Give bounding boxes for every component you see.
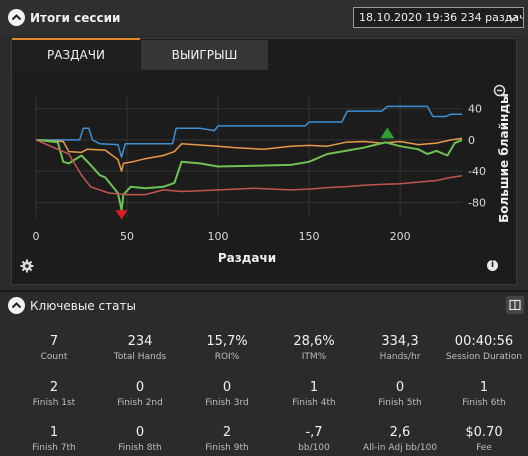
stat-value: 2 (49, 380, 59, 395)
stat-item: 1 Finish 4th (271, 380, 357, 408)
stat-item: 7 Count (11, 334, 97, 362)
stat-label: bb/100 (298, 443, 330, 453)
session-select-value: 18.10.2020 19:36 234 раздач) (359, 11, 524, 24)
x-tick-label: 0 (33, 230, 40, 243)
stat-item: 0 Finish 5th (357, 380, 443, 408)
stat-item: 15,7% ROI% (184, 334, 270, 362)
chevron-up-icon (11, 14, 22, 21)
stat-value: -,7 (305, 425, 323, 440)
stat-label: Finish 6th (462, 398, 506, 408)
stat-label: ITM% (301, 352, 327, 362)
min-marker (115, 210, 128, 220)
stat-item: 28,6% ITM% (271, 334, 357, 362)
y-tick-label: -80 (468, 196, 486, 209)
stat-value: 0 (395, 380, 405, 395)
stat-item: -,7 bb/100 (271, 425, 357, 453)
series-line-3 (35, 139, 463, 196)
layout-toggle-button[interactable] (506, 296, 524, 314)
y-axis-label: Большие блайнды (497, 93, 511, 223)
stat-item: 0 Finish 2nd (97, 380, 183, 408)
series-line-2 (35, 138, 463, 212)
stat-label: Finish 1st (32, 398, 76, 408)
stat-item: 2 Finish 9th (184, 425, 270, 453)
stat-value: 1 (309, 380, 319, 395)
stat-value: 234 (127, 334, 153, 349)
y-tick-label: 40 (468, 103, 482, 116)
y-tick-label: 0 (468, 134, 475, 147)
stat-value: 2,6 (389, 425, 411, 440)
stat-label: Hands/hr (379, 352, 421, 362)
stat-value: $0.70 (465, 425, 503, 440)
stat-item: $0.70 Fee (441, 425, 527, 453)
stat-label: Count (40, 352, 68, 362)
layout-columns-icon (509, 299, 521, 311)
x-tick-label: 200 (390, 230, 411, 243)
stat-value: 28,6% (293, 334, 335, 349)
collapse-key-stats-button[interactable] (8, 297, 25, 314)
stat-item: 334,3 Hands/hr (357, 334, 443, 362)
chevron-down-icon (508, 8, 518, 27)
zoom-out-button[interactable] (493, 84, 509, 104)
stat-value: 00:40:56 (454, 334, 514, 349)
stat-label: Finish 8th (118, 443, 162, 453)
section-divider (0, 290, 528, 292)
stat-label: Finish 3rd (205, 398, 249, 408)
key-stats-title: Ключевые статы (30, 299, 136, 313)
info-icon[interactable]: i (487, 260, 498, 271)
stat-value: 1 (479, 380, 489, 395)
stat-item: 234 Total Hands (97, 334, 183, 362)
session-chart: 0 50 100 150 200 40 0 -40 -80 Раздачи Большие блай… (33, 93, 512, 265)
stat-label: Session Duration (445, 352, 523, 362)
stat-value: 15,7% (206, 334, 248, 349)
x-tick-label: 150 (299, 230, 320, 243)
chevron-up-icon (11, 302, 22, 309)
max-marker (380, 127, 395, 139)
tab-winnings[interactable]: ВЫИГРЫШ (141, 40, 268, 70)
stat-item: 1 Finish 7th (11, 425, 97, 453)
stat-label: ROI% (214, 352, 240, 362)
x-axis-label: Раздачи (218, 251, 276, 265)
collapse-session-button[interactable] (8, 9, 25, 26)
stat-label: Finish 2nd (117, 398, 163, 408)
stat-value: 0 (222, 380, 232, 395)
stat-item: 0 Finish 8th (97, 425, 183, 453)
stat-value: 334,3 (381, 334, 419, 349)
session-select[interactable]: 18.10.2020 19:36 234 раздач) (353, 7, 524, 28)
chart-settings-button[interactable] (20, 258, 34, 277)
session-header: Итоги сессии 18.10.2020 19:36 234 раздач… (0, 0, 528, 36)
chart-panel (11, 38, 517, 285)
y-tick-label: -40 (468, 165, 486, 178)
stat-label: Finish 4th (292, 398, 336, 408)
stat-label: Finish 9th (205, 443, 249, 453)
stat-label: Finish 7th (32, 443, 76, 453)
stat-item: 1 Finish 6th (441, 380, 527, 408)
x-tick-label: 50 (120, 230, 134, 243)
stat-item: 2 Finish 1st (11, 380, 97, 408)
stat-label: All-in Adj bb/100 (362, 443, 438, 453)
stat-item: 0 Finish 3rd (184, 380, 270, 408)
stat-value: 0 (135, 425, 145, 440)
series-line-1 (35, 137, 463, 172)
x-tick-label: 100 (208, 230, 229, 243)
tab-hands[interactable]: РАЗДАЧИ (12, 38, 140, 72)
stat-value: 1 (49, 425, 59, 440)
stat-label: Finish 5th (378, 398, 422, 408)
stat-value: 7 (49, 334, 59, 349)
stat-label: Fee (476, 443, 492, 453)
stat-value: 0 (135, 380, 145, 395)
stat-label: Total Hands (113, 352, 167, 362)
stat-value: 2 (222, 425, 232, 440)
stat-item: 2,6 All-in Adj bb/100 (357, 425, 443, 453)
gear-icon (20, 259, 34, 273)
series-line-0 (36, 105, 462, 158)
zoom-out-icon (493, 84, 509, 100)
stat-item: 00:40:56 Session Duration (441, 334, 527, 362)
session-title: Итоги сессии (30, 11, 121, 25)
